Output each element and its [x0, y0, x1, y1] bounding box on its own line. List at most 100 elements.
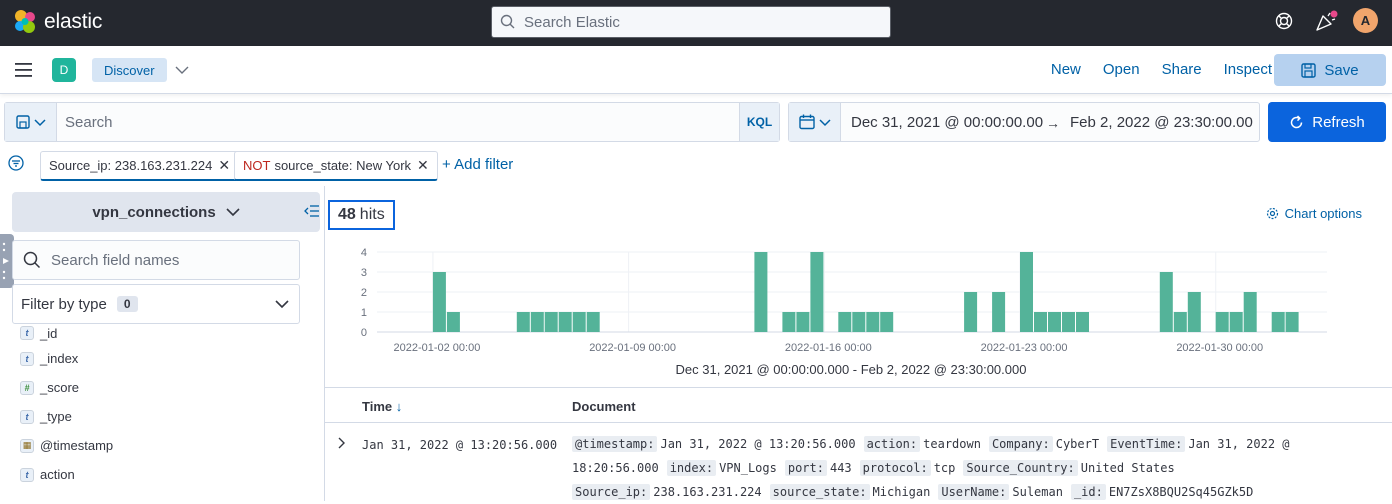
- histogram-bar[interactable]: [1271, 312, 1285, 332]
- new-link[interactable]: New: [1050, 61, 1081, 78]
- x-tick-label: 2022-01-09 00:00: [589, 342, 676, 354]
- share-link[interactable]: Share: [1161, 61, 1202, 78]
- start-date[interactable]: Dec 31, 2021 @ 00:00:00.00: [851, 114, 1044, 131]
- filter-pill-source-state[interactable]: NOT source_state: New York ✕: [234, 151, 438, 181]
- index-pattern-selector[interactable]: vpn_connections: [12, 192, 320, 232]
- field-item-id[interactable]: t _id: [20, 326, 310, 344]
- search-icon: [500, 14, 515, 29]
- collapse-sidebar-icon[interactable]: [304, 204, 320, 218]
- filter-options-icon[interactable]: [8, 155, 24, 171]
- field-name: @timestamp: [40, 438, 114, 453]
- chart-options-button[interactable]: Chart options: [1266, 206, 1362, 221]
- document-field-key: index:: [666, 460, 717, 476]
- header-icons: A: [1275, 8, 1378, 33]
- sort-arrow-down-icon[interactable]: ↓: [395, 399, 403, 414]
- histogram-bar[interactable]: [992, 292, 1006, 332]
- filter-by-type-button[interactable]: Filter by type 0: [12, 284, 300, 324]
- chevron-down-icon: [33, 119, 46, 127]
- field-item-index[interactable]: t _index: [20, 344, 310, 373]
- histogram-bar[interactable]: [516, 312, 530, 332]
- field-item-type[interactable]: t _type: [20, 402, 310, 431]
- global-search-input[interactable]: Search Elastic: [491, 6, 891, 38]
- histogram-bar[interactable]: [964, 292, 978, 332]
- end-date[interactable]: Feb 2, 2022 @ 23:30:00.00: [1070, 114, 1253, 131]
- elastic-logo[interactable]: elastic: [12, 9, 102, 35]
- add-filter-button[interactable]: + Add filter: [442, 156, 514, 173]
- histogram-bar[interactable]: [1173, 312, 1187, 332]
- field-item-score[interactable]: # _score: [20, 373, 310, 402]
- histogram-bar[interactable]: [586, 312, 600, 332]
- hits-count: 48: [338, 206, 356, 223]
- histogram-bars: [432, 252, 1299, 332]
- save-label: Save: [1324, 61, 1359, 79]
- histogram-bar[interactable]: [1159, 272, 1173, 332]
- histogram-bar[interactable]: [544, 312, 558, 332]
- menu-hamburger-icon[interactable]: [14, 62, 34, 78]
- histogram-bar[interactable]: [1062, 312, 1075, 332]
- saved-query-button[interactable]: [5, 103, 57, 141]
- histogram-bar[interactable]: [432, 272, 446, 332]
- field-search-input[interactable]: Search field names: [12, 240, 300, 280]
- expand-row-chevron-icon[interactable]: [336, 436, 346, 450]
- document-field-value: CyberT: [1055, 437, 1100, 451]
- breadcrumb-discover[interactable]: Discover: [92, 58, 167, 82]
- query-input[interactable]: Search: [65, 114, 113, 131]
- refresh-button[interactable]: Refresh: [1268, 102, 1386, 142]
- chevron-down-icon[interactable]: [175, 63, 189, 75]
- filter-by-type-label: Filter by type: [21, 295, 107, 313]
- space-avatar[interactable]: D: [52, 58, 76, 82]
- document-field-value: Michigan: [872, 485, 931, 499]
- document-field-key: action:: [863, 436, 921, 452]
- string-type-icon: t: [20, 467, 34, 482]
- field-item-action[interactable]: t action: [20, 460, 310, 489]
- help-lifebuoy-icon[interactable]: [1275, 12, 1293, 30]
- histogram-bar[interactable]: [1034, 312, 1047, 332]
- inspect-link[interactable]: Inspect: [1223, 61, 1272, 78]
- histogram-bar[interactable]: [810, 252, 824, 332]
- quick-date-menu-button[interactable]: [789, 103, 841, 141]
- time-column-label: Time: [362, 399, 393, 414]
- histogram-bar[interactable]: [1020, 252, 1033, 332]
- histogram-bar[interactable]: [1285, 312, 1299, 332]
- field-item-timestamp[interactable]: ▦ @timestamp: [20, 431, 310, 460]
- document-field-value: EN7ZsX8BQU2Sq45GZk5D: [1108, 485, 1254, 499]
- filter-text: source_state: New York: [274, 158, 412, 173]
- histogram-bar[interactable]: [782, 312, 796, 332]
- histogram-bar[interactable]: [852, 312, 866, 332]
- histogram-bar[interactable]: [1187, 292, 1201, 332]
- query-language-kql-button[interactable]: KQL: [739, 103, 779, 141]
- filter-not-label: NOT: [243, 158, 271, 173]
- histogram-bar[interactable]: [1048, 312, 1061, 332]
- histogram-bar[interactable]: [1229, 312, 1243, 332]
- news-feed-party-icon[interactable]: [1315, 10, 1339, 32]
- close-icon[interactable]: ✕: [218, 157, 231, 173]
- string-type-icon: t: [20, 351, 34, 366]
- resize-drag-handle[interactable]: [0, 234, 14, 288]
- histogram-bar[interactable]: [530, 312, 544, 332]
- histogram-bar[interactable]: [1215, 312, 1229, 332]
- document-field-key: source_state:: [769, 484, 870, 500]
- open-link[interactable]: Open: [1102, 61, 1140, 78]
- histogram-bar[interactable]: [866, 312, 880, 332]
- histogram-bar[interactable]: [558, 312, 572, 332]
- index-pattern-name: vpn_connections: [92, 203, 216, 221]
- x-tick-label: 2022-01-16 00:00: [785, 342, 872, 354]
- close-icon[interactable]: ✕: [417, 157, 429, 173]
- histogram-bar[interactable]: [572, 312, 586, 332]
- time-column-header[interactable]: Time ↓: [362, 399, 402, 414]
- histogram-bar[interactable]: [446, 312, 460, 332]
- filter-pill-source-ip[interactable]: Source_ip: 238.163.231.224 ✕: [40, 151, 240, 181]
- user-avatar[interactable]: A: [1353, 8, 1378, 33]
- histogram-bar[interactable]: [880, 312, 894, 332]
- save-icon: [1301, 62, 1317, 78]
- histogram-range-label: Dec 31, 2021 @ 00:00:00.000 - Feb 2, 202…: [676, 362, 1027, 377]
- save-button[interactable]: Save: [1274, 54, 1386, 86]
- histogram-bar[interactable]: [1243, 292, 1257, 332]
- x-tick-label: 2022-01-02 00:00: [393, 342, 480, 354]
- global-search-placeholder: Search Elastic: [524, 13, 620, 31]
- histogram-bar[interactable]: [1076, 312, 1089, 332]
- histogram-bar[interactable]: [838, 312, 852, 332]
- histogram-bar[interactable]: [754, 252, 768, 332]
- histogram-bar[interactable]: [796, 312, 810, 332]
